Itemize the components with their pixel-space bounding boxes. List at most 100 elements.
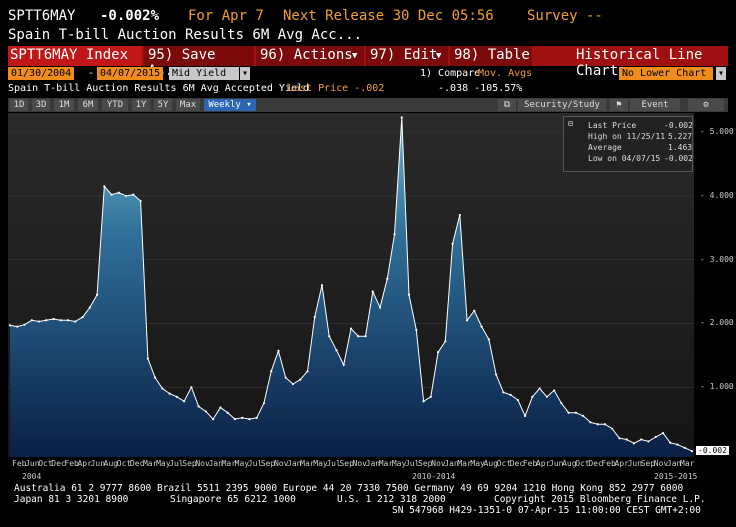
data-point [596, 423, 599, 426]
data-point [117, 191, 120, 194]
tab-3d[interactable]: 3D [32, 99, 50, 111]
y-tick-label: - 4.000 [700, 190, 734, 200]
x-tick-label: Mar [221, 459, 237, 468]
data-point [661, 432, 665, 435]
legend-last-value: -0.002 [664, 121, 693, 130]
flag-icon[interactable]: ⚑ [610, 99, 628, 111]
save-as-button[interactable]: 95) Save As... [144, 46, 254, 79]
data-point [683, 446, 686, 449]
era-label-2004: 2004 [22, 472, 42, 481]
date-separator: - [88, 68, 95, 79]
x-tick-label: Oct [575, 459, 590, 468]
data-point [371, 290, 374, 293]
index-button[interactable]: SPTT6MAY Index [8, 46, 142, 66]
x-tick-label: Nov [352, 459, 367, 468]
data-point [146, 357, 149, 360]
actions-button[interactable]: 96) Actions ▼ [256, 46, 364, 66]
x-tick-label: Mar [680, 459, 695, 468]
footer-sn: SN 547968 H429-1351-0 07-Apr-15 11:00:00… [392, 505, 701, 516]
chevron-down-icon[interactable]: ▾ [716, 67, 727, 80]
legend-last: Last Price [588, 121, 637, 130]
start-date-input[interactable]: 01/30/2004 [8, 67, 75, 80]
x-tick-label: Jan [365, 459, 381, 468]
x-tick-label: May [156, 459, 171, 468]
data-point [458, 213, 461, 217]
chevron-down-icon[interactable]: ▾ [240, 67, 251, 80]
tab-1d[interactable]: 1D [10, 99, 28, 111]
series-area [10, 117, 692, 457]
data-point [255, 416, 258, 419]
event-button[interactable]: Event [630, 99, 680, 111]
tab-weekly[interactable]: Weekly ▾ [204, 99, 256, 111]
x-tick-label: Mar [378, 459, 394, 468]
data-point [204, 410, 207, 413]
x-tick-label: Aug [562, 459, 577, 468]
tab-1m[interactable]: 1M [54, 99, 74, 111]
period-tabs: 1D 3D 1M 6M YTD 1Y 5Y Max Weekly ▾ ⧉ Sec… [8, 98, 728, 112]
tab-max[interactable]: Max [176, 99, 200, 111]
lower-chart-select[interactable]: No Lower Chart [619, 67, 713, 80]
data-point [335, 349, 338, 352]
gear-icon[interactable]: ⚙ [688, 99, 724, 111]
x-tick-label: Jul [169, 459, 184, 468]
x-tick-label: May [234, 459, 250, 468]
tab-5y[interactable]: 5Y [154, 99, 172, 111]
tab-6m[interactable]: 6M [78, 99, 98, 111]
data-point [364, 335, 367, 338]
data-point [154, 376, 157, 379]
data-point [495, 373, 498, 376]
data-point [422, 400, 425, 403]
data-point [509, 393, 512, 396]
x-tick-label: Jul [247, 459, 263, 468]
x-tick-label: Nov [273, 459, 289, 468]
tab-ytd[interactable]: YTD [102, 99, 128, 111]
x-tick-label: Sep [260, 459, 276, 468]
data-point [553, 389, 556, 392]
data-point [487, 338, 490, 341]
data-point [538, 387, 541, 390]
field-select[interactable]: Mid Yield [169, 67, 239, 80]
legend-average-value: 1.463 [668, 143, 693, 152]
data-point [110, 193, 113, 196]
tab-1y[interactable]: 1Y [132, 99, 150, 111]
data-point [415, 328, 418, 331]
x-tick-label: Jun [627, 459, 643, 468]
table-button[interactable]: 98) Table [450, 46, 532, 66]
x-tick-label: Oct [116, 459, 132, 468]
change-value: -0.002% [100, 8, 160, 24]
x-tick-label: Apr [77, 459, 92, 468]
x-tick-label: Sep [418, 459, 433, 468]
x-tick-label: Mar [142, 459, 158, 468]
x-tick-label: Jan [666, 459, 682, 468]
y-tick-label: - 5.000 [700, 127, 734, 137]
x-tick-label: Jul [404, 459, 420, 468]
last-value-label: -0.002 [696, 446, 729, 456]
series-points [8, 116, 694, 453]
compare-icon[interactable]: ⧉ [498, 99, 516, 111]
security-study-button[interactable]: Security/Study [518, 99, 606, 111]
x-tick-label: Sep [640, 459, 656, 468]
end-date-input[interactable]: 04/07/2015 [97, 67, 164, 80]
footer-singapore: Singapore 65 6212 1000 [170, 494, 296, 505]
data-point [386, 277, 389, 280]
data-point [175, 395, 178, 398]
data-point [400, 116, 403, 119]
data-point [524, 414, 527, 418]
survey: Survey -- [527, 8, 603, 24]
data-point [212, 418, 215, 421]
y-tick-label: - 1.000 [700, 382, 734, 392]
mov-avgs-link[interactable]: Mov. Avgs [478, 68, 533, 79]
data-point [669, 441, 672, 444]
data-point [16, 325, 19, 328]
x-tick-label: Dec [129, 459, 145, 468]
x-tick-label: May [470, 459, 485, 468]
data-point [429, 395, 432, 398]
data-point [30, 319, 33, 322]
data-point [168, 392, 171, 395]
x-tick-label: Dec [51, 459, 66, 468]
x-tick-label: May [391, 459, 407, 468]
data-point [589, 421, 592, 424]
data-point [647, 440, 650, 443]
data-point [393, 233, 396, 236]
edit-button[interactable]: 97) Edit ▼ [366, 46, 448, 66]
